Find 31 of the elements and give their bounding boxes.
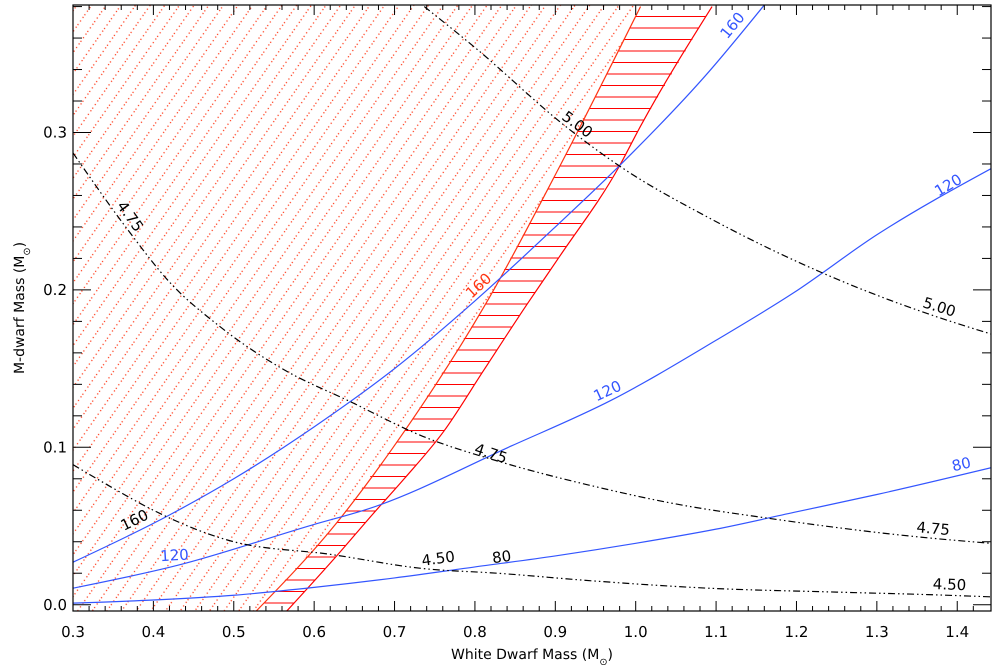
y-tick-label: 0.1 bbox=[43, 438, 67, 457]
x-tick-label: 0.9 bbox=[543, 623, 568, 641]
annotation: 160 bbox=[118, 506, 152, 535]
x-tick-label: 1.0 bbox=[624, 623, 648, 641]
annotation: 5.00 bbox=[920, 294, 958, 321]
y-tick-label: 0.3 bbox=[43, 124, 67, 142]
annotation: 120 bbox=[590, 376, 624, 406]
x-tick-label: 1.2 bbox=[784, 623, 808, 641]
annotation: 4.50 bbox=[420, 547, 456, 570]
annotation: 120 bbox=[931, 170, 966, 200]
x-tick-label: 1.4 bbox=[945, 623, 970, 641]
annotation: 4.75 bbox=[472, 440, 510, 468]
y-tick-label: 0.2 bbox=[43, 281, 67, 300]
annotation: 80 bbox=[491, 546, 512, 568]
annotation: 4.50 bbox=[932, 575, 967, 594]
x-tick-label: 0.5 bbox=[222, 623, 246, 641]
x-axis-title: White Dwarf Mass (M$_{⊙}$) bbox=[450, 647, 614, 665]
x-tick-label: 0.3 bbox=[61, 623, 85, 641]
annotation: 4.75 bbox=[916, 518, 951, 540]
line-series bbox=[256, 6, 642, 611]
x-tick-label: 1.1 bbox=[704, 623, 728, 641]
x-tick-label: 0.7 bbox=[382, 623, 406, 641]
annotation: 160 bbox=[462, 269, 496, 302]
annotation: 120 bbox=[160, 546, 190, 566]
x-tick-label: 0.6 bbox=[302, 623, 326, 641]
line-series bbox=[286, 6, 713, 611]
annotation: 80 bbox=[950, 453, 973, 476]
x-tick-label: 0.4 bbox=[141, 623, 166, 641]
x-tick-label: 0.8 bbox=[462, 623, 487, 641]
y-tick-label: 0.0 bbox=[43, 596, 67, 614]
x-tick-label: 1.3 bbox=[864, 623, 889, 641]
